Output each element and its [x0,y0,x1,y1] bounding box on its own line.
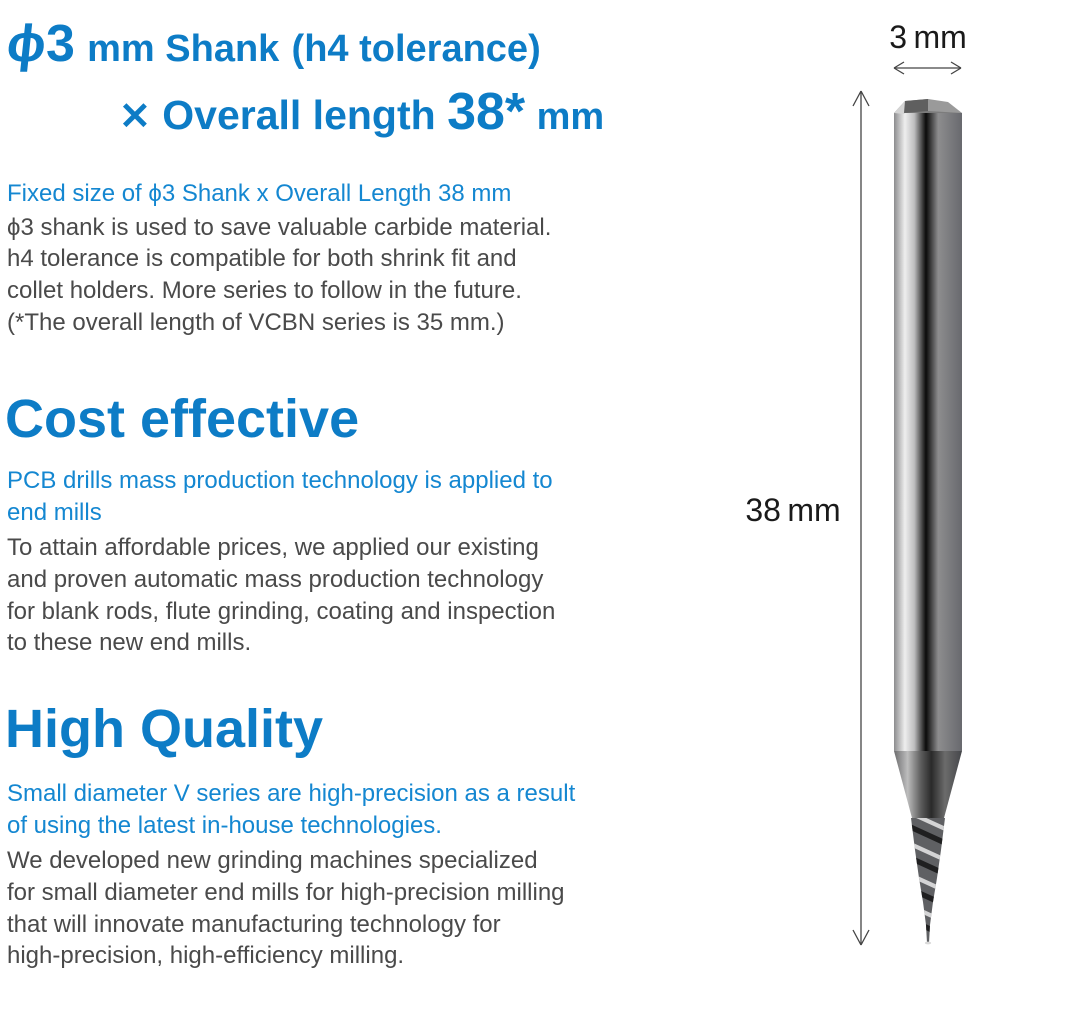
svg-text:38 mm: 38 mm [745,492,840,528]
svg-text:3 mm: 3 mm [889,19,967,55]
